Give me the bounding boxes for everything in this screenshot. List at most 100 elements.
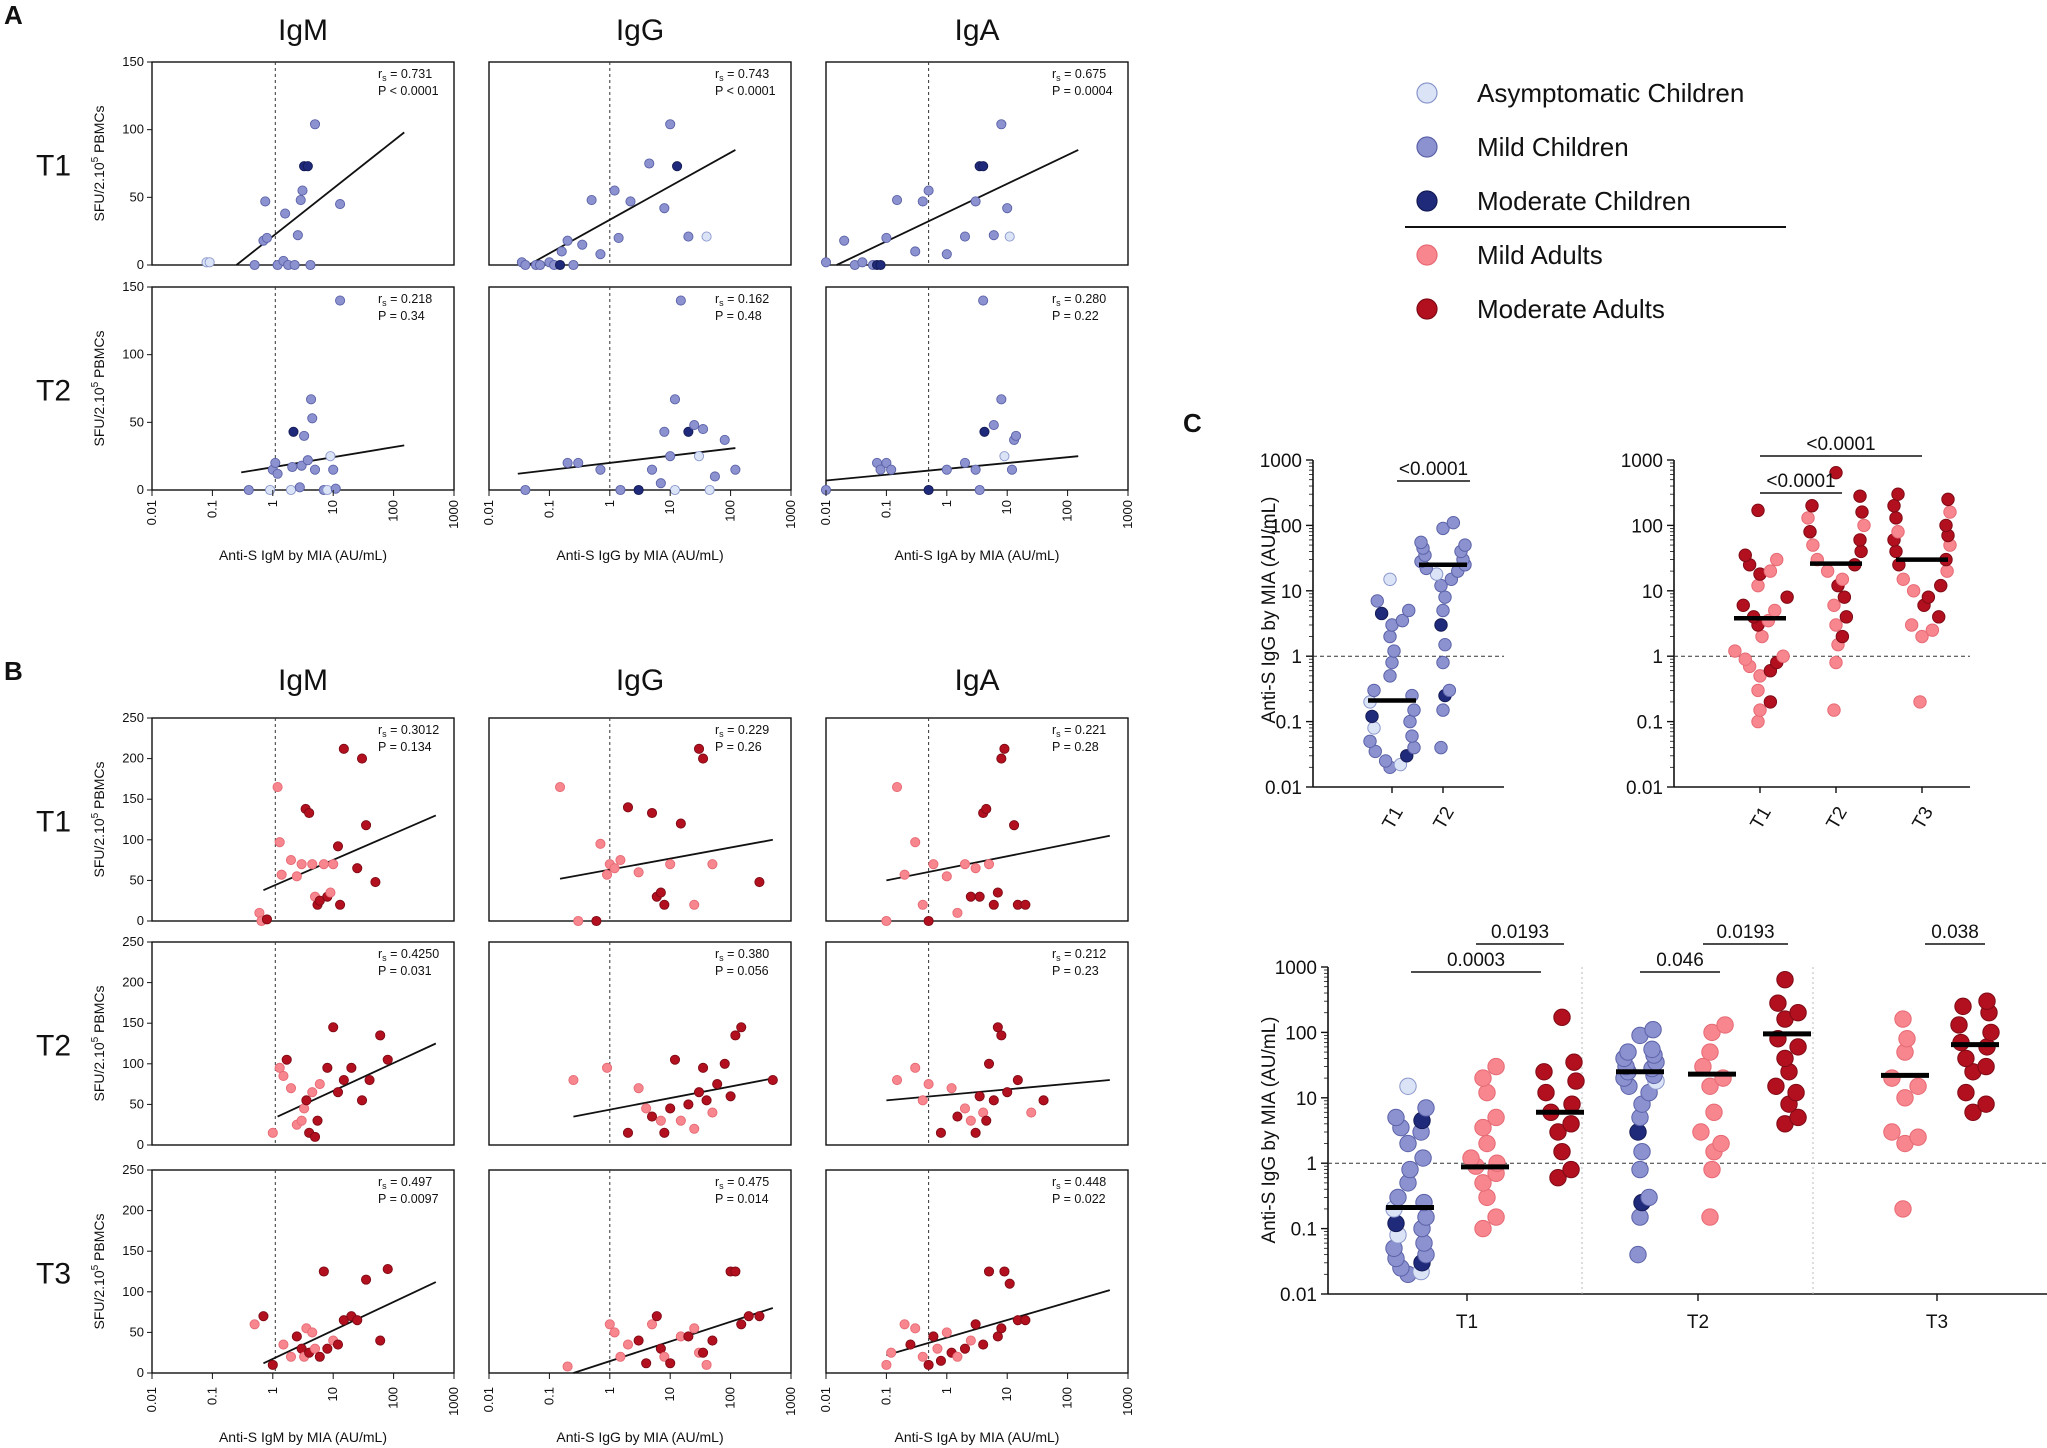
p-value-label: P = 0.056 <box>715 964 769 978</box>
data-point <box>689 899 700 910</box>
data-point <box>1629 1245 1647 1264</box>
data-point <box>356 753 368 764</box>
data-point <box>1692 1123 1710 1141</box>
data-point <box>204 257 215 268</box>
x-tick-label: 0.01 <box>818 500 833 525</box>
data-point <box>689 1323 700 1334</box>
data-point <box>1767 1077 1785 1095</box>
data-point <box>335 899 346 910</box>
p-value-label: P = 0.22 <box>1052 309 1099 323</box>
plot-frame <box>151 61 455 266</box>
data-point <box>568 1074 579 1086</box>
data-point <box>665 119 676 130</box>
data-point <box>1889 511 1903 525</box>
data-point <box>615 484 626 496</box>
data-point <box>1012 1074 1023 1086</box>
x-tick-label: 1000 <box>1120 1387 1135 1416</box>
data-point <box>928 1331 939 1342</box>
data-point <box>307 1327 318 1338</box>
rs-value: = 0.675 <box>1061 67 1107 81</box>
data-point <box>1389 1188 1407 1207</box>
data-point <box>1026 1107 1037 1118</box>
data-point <box>586 194 597 206</box>
data-point <box>328 1022 339 1033</box>
data-point <box>1829 618 1843 632</box>
regression-line <box>528 149 736 266</box>
data-point <box>562 1361 573 1372</box>
y-tick-label: 100 <box>122 1056 144 1071</box>
y-tick-label: 50 <box>130 414 144 429</box>
data-point <box>910 1323 921 1334</box>
data-point <box>698 424 709 435</box>
data-point <box>1913 695 1927 709</box>
data-point <box>370 876 381 888</box>
data-point <box>709 471 720 482</box>
data-point <box>318 1266 329 1277</box>
data-point <box>1776 649 1790 663</box>
x-tick-label: 10 <box>999 500 1014 514</box>
data-point <box>625 196 636 207</box>
data-point <box>952 1351 963 1362</box>
data-point <box>258 1311 269 1322</box>
data-point <box>332 1339 344 1350</box>
data-point <box>923 185 934 196</box>
rs-subscript: s <box>719 953 724 963</box>
y-tick-label: 0.01 <box>1280 1285 1317 1306</box>
data-point <box>659 899 670 910</box>
data-point <box>1004 231 1015 242</box>
x-axis-label: Anti-S IgM by MIA (AU/mL) <box>219 1429 387 1445</box>
data-point <box>1943 505 1957 519</box>
data-point <box>1403 714 1417 729</box>
data-point <box>1417 1208 1435 1226</box>
data-point <box>952 907 963 918</box>
data-point <box>288 426 299 437</box>
data-point <box>1458 538 1472 552</box>
x-tick-label: T2 <box>1823 803 1852 833</box>
data-point <box>1385 655 1399 670</box>
data-point <box>1789 1038 1807 1056</box>
data-point <box>332 841 344 852</box>
p-value-label: P = 0.022 <box>1052 1192 1106 1206</box>
data-point <box>1474 1174 1492 1192</box>
data-point <box>260 196 271 207</box>
x-tick-label: T2 <box>1430 803 1459 833</box>
data-point <box>1982 1023 2000 1042</box>
x-tick-label: T2 <box>1687 1312 1709 1333</box>
legend-label: Moderate Adults <box>1477 294 1665 324</box>
c-top-left-chart: 0.01 0.1 1 10 100 1000 T1 T2 <0.0001 Anti-S IgG b… <box>1259 451 1504 833</box>
x-tick-label: 0.01 <box>481 1387 496 1412</box>
x-tick-label: 1000 <box>783 500 798 529</box>
rs-subscript: s <box>382 73 387 83</box>
data-point <box>328 859 339 870</box>
x-tick-label: 10 <box>662 500 677 514</box>
rs-label: rs = 0.448 <box>1052 1175 1106 1191</box>
data-point <box>318 859 329 870</box>
data-point <box>604 1319 615 1330</box>
legend-marker <box>1416 82 1438 104</box>
data-point <box>1896 572 1910 586</box>
data-point <box>730 464 741 475</box>
y-tick-label: 200 <box>122 1203 144 1218</box>
x-tick-label: 100 <box>386 500 401 522</box>
data-point <box>665 1103 676 1114</box>
data-point <box>693 743 705 754</box>
rs-label: rs = 0.380 <box>715 947 769 963</box>
x-tick-label: T1 <box>1456 1312 1478 1333</box>
y-axis-label-rest: PBMCs <box>91 330 107 381</box>
data-point <box>281 1054 292 1065</box>
data-point <box>287 461 298 473</box>
data-point <box>568 259 579 271</box>
col-title-igm: IgM <box>278 664 328 697</box>
data-point <box>1776 1049 1794 1068</box>
x-tick-label: 100 <box>1060 500 1075 522</box>
data-point <box>375 1030 386 1041</box>
data-point <box>839 235 850 246</box>
comparison-label: 0.046 <box>1656 950 1704 971</box>
x-tick-label: 10 <box>325 500 340 514</box>
regression-line <box>241 444 405 474</box>
data-point <box>1770 552 1784 567</box>
rs-value: = 0.4250 <box>387 947 440 961</box>
data-point <box>1535 1063 1553 1081</box>
data-point <box>338 743 349 754</box>
